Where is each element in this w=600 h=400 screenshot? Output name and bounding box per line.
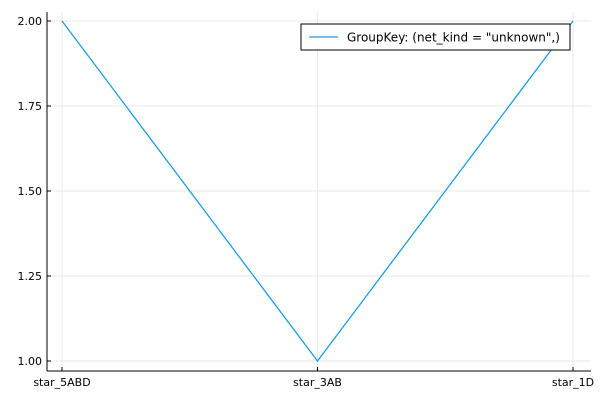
x-tick-label: star_5ABD bbox=[33, 376, 90, 389]
y-tick-label: 1.25 bbox=[18, 270, 43, 283]
grid-lines bbox=[47, 12, 591, 371]
y-tick-label: 2.00 bbox=[18, 15, 43, 28]
legend-box bbox=[300, 23, 571, 51]
series-line bbox=[61, 20, 574, 363]
legend-label: GroupKey: (net_kind = "unknown",) bbox=[347, 31, 560, 45]
x-ticks: star_5ABD star_3AB star_1D bbox=[33, 367, 594, 389]
x-tick-label: star_3AB bbox=[293, 376, 342, 389]
y-tick-label: 1.50 bbox=[18, 185, 43, 198]
y-ticks: 1.00 1.25 1.50 1.75 2.00 bbox=[18, 15, 51, 368]
legend: GroupKey: (net_kind = "unknown",) bbox=[300, 23, 571, 51]
y-tick-label: 1.75 bbox=[18, 100, 43, 113]
x-tick-label: star_1D bbox=[552, 376, 594, 389]
series-group bbox=[61, 20, 574, 363]
y-tick-label: 1.00 bbox=[18, 355, 43, 368]
